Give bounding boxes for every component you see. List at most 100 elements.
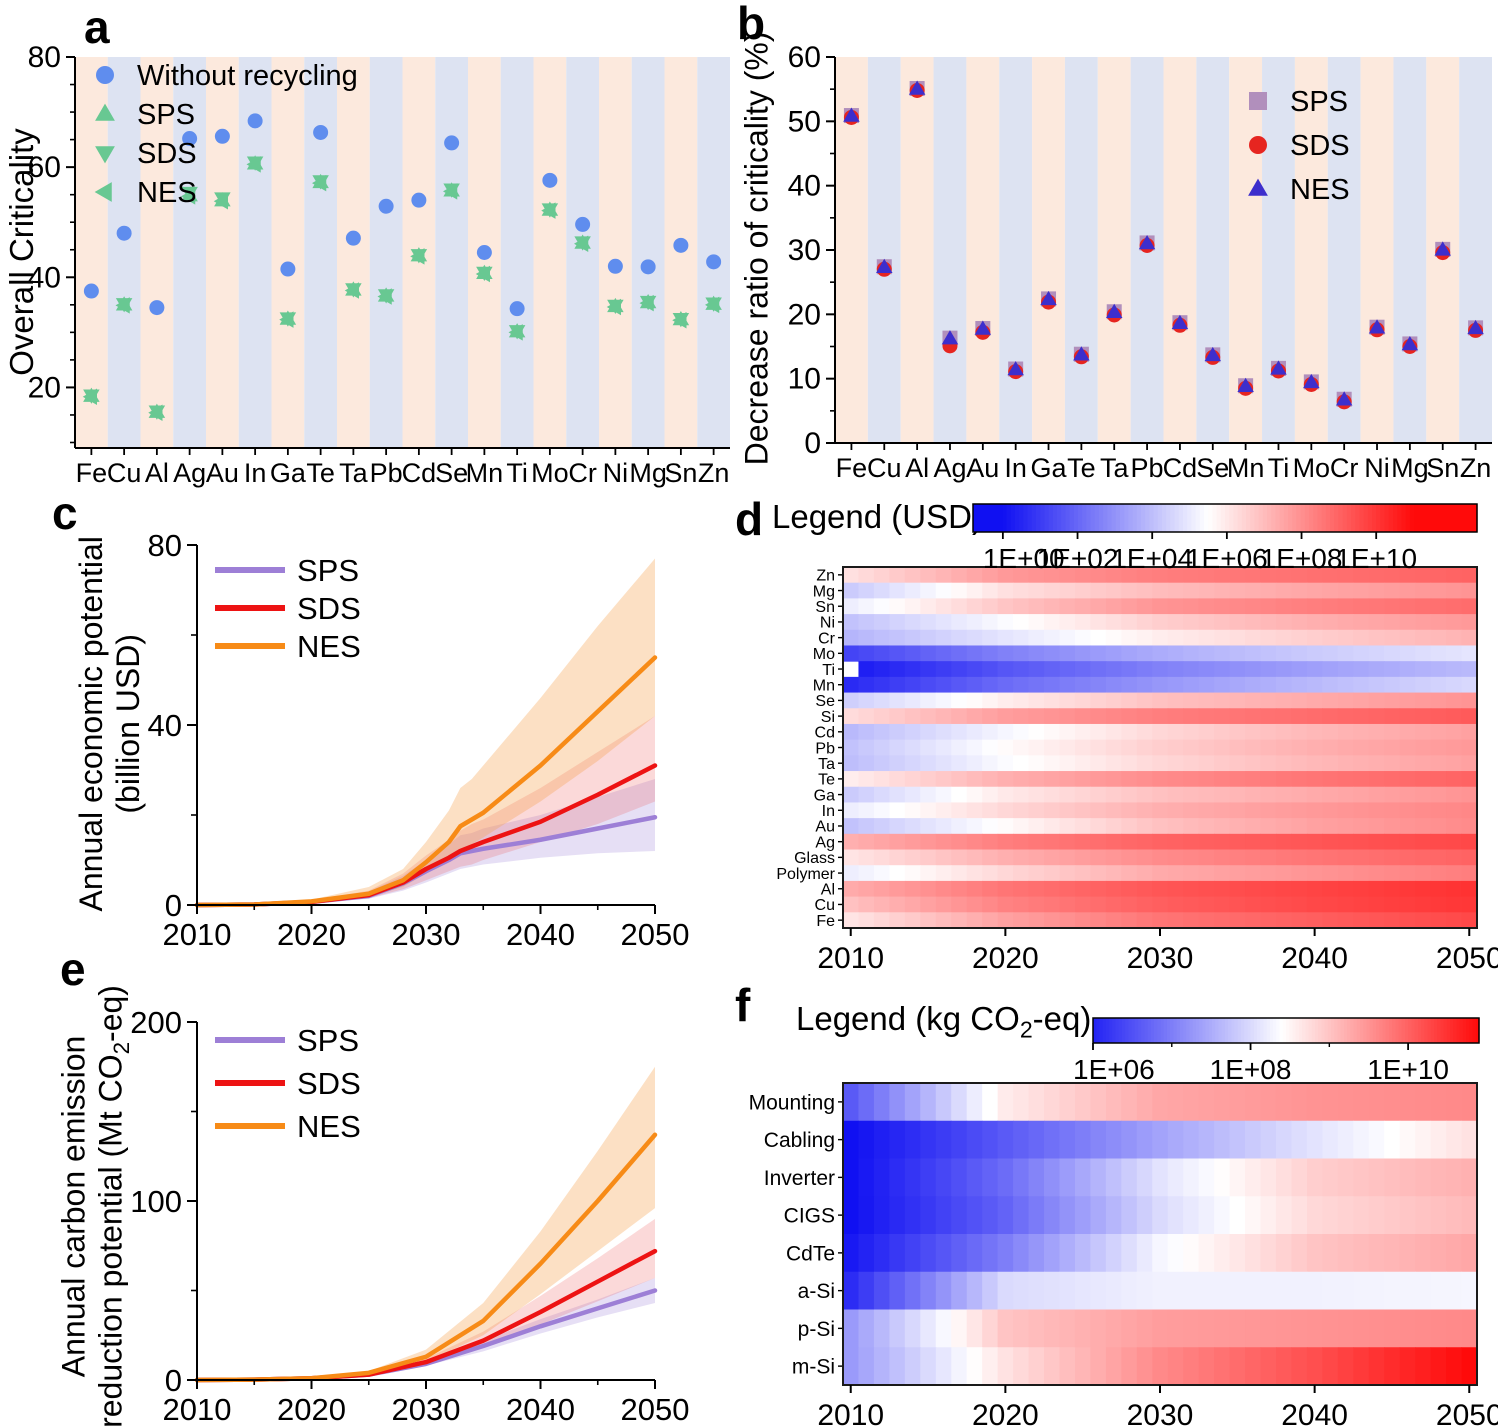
svg-text:Mg: Mg bbox=[1391, 453, 1429, 483]
svg-text:2050: 2050 bbox=[1436, 1399, 1498, 1426]
svg-text:2020: 2020 bbox=[972, 1399, 1039, 1426]
svg-text:20: 20 bbox=[28, 371, 61, 404]
svg-text:Ni: Ni bbox=[820, 615, 835, 632]
svg-text:Mo: Mo bbox=[1293, 453, 1331, 483]
svg-text:SPS: SPS bbox=[137, 99, 195, 131]
svg-text:Mo: Mo bbox=[531, 458, 569, 488]
svg-text:Cd: Cd bbox=[402, 458, 437, 488]
svg-text:Cabling: Cabling bbox=[764, 1129, 835, 1152]
svg-text:10: 10 bbox=[788, 363, 821, 396]
svg-text:SDS: SDS bbox=[297, 1066, 361, 1101]
svg-text:SPS: SPS bbox=[1290, 86, 1348, 118]
svg-text:Sn: Sn bbox=[815, 599, 835, 616]
svg-text:40: 40 bbox=[148, 708, 182, 743]
svg-text:Te: Te bbox=[1067, 453, 1096, 483]
svg-text:Cu: Cu bbox=[867, 453, 902, 483]
svg-text:2050: 2050 bbox=[621, 917, 690, 952]
svg-text:Au: Au bbox=[815, 819, 835, 836]
svg-text:2040: 2040 bbox=[1281, 942, 1348, 975]
svg-text:20: 20 bbox=[788, 298, 821, 331]
panel-d-title: Legend (USD) bbox=[772, 498, 983, 535]
svg-text:2030: 2030 bbox=[392, 917, 461, 952]
svg-text:Zn: Zn bbox=[1460, 453, 1492, 483]
svg-text:Mg: Mg bbox=[813, 583, 835, 600]
svg-text:Cu: Cu bbox=[107, 458, 142, 488]
svg-text:2030: 2030 bbox=[1127, 942, 1194, 975]
svg-text:1E+00: 1E+00 bbox=[983, 543, 1065, 574]
svg-text:In: In bbox=[244, 458, 267, 488]
svg-text:Fe: Fe bbox=[816, 913, 835, 930]
svg-text:Ag: Ag bbox=[815, 834, 835, 851]
svg-text:CdTe: CdTe bbox=[786, 1242, 835, 1265]
svg-text:Mn: Mn bbox=[466, 458, 504, 488]
svg-text:Ta: Ta bbox=[818, 756, 835, 773]
svg-text:1E+06: 1E+06 bbox=[1186, 543, 1268, 574]
svg-text:In: In bbox=[822, 803, 835, 820]
svg-text:SPS: SPS bbox=[297, 553, 359, 588]
svg-text:Mo: Mo bbox=[813, 646, 835, 663]
panel-a-letter: a bbox=[84, 1, 110, 53]
svg-text:30: 30 bbox=[788, 234, 821, 267]
svg-text:0: 0 bbox=[165, 888, 182, 923]
svg-text:Cr: Cr bbox=[1330, 453, 1359, 483]
svg-text:Pb: Pb bbox=[370, 458, 403, 488]
panel-e-letter: e bbox=[60, 943, 86, 995]
panel-d-heatmap: ZnMgSnNiCrMoTiMnSeSiCdPbTaTeGaInAuAgGlas… bbox=[776, 503, 1498, 975]
svg-text:1E+08: 1E+08 bbox=[1210, 1054, 1292, 1085]
svg-text:Se: Se bbox=[815, 693, 835, 710]
svg-text:Fe: Fe bbox=[836, 453, 868, 483]
svg-text:Glass: Glass bbox=[794, 850, 835, 867]
svg-text:Polymer: Polymer bbox=[776, 866, 835, 883]
svg-text:SPS: SPS bbox=[297, 1023, 359, 1058]
svg-text:1E+10: 1E+10 bbox=[1367, 1054, 1449, 1085]
svg-text:Cr: Cr bbox=[568, 458, 597, 488]
svg-text:Zn: Zn bbox=[816, 568, 835, 585]
svg-text:100: 100 bbox=[130, 1184, 182, 1219]
svg-text:2050: 2050 bbox=[621, 1392, 690, 1426]
panel-b-letter: b bbox=[737, 0, 766, 49]
svg-text:Cd: Cd bbox=[815, 725, 835, 742]
svg-text:Zn: Zn bbox=[698, 458, 730, 488]
svg-text:2040: 2040 bbox=[1281, 1399, 1348, 1426]
svg-text:Cr: Cr bbox=[818, 630, 836, 647]
svg-text:CIGS: CIGS bbox=[784, 1205, 835, 1228]
svg-text:Cd: Cd bbox=[1163, 453, 1198, 483]
svg-text:SDS: SDS bbox=[297, 591, 361, 626]
svg-text:2040: 2040 bbox=[506, 1392, 575, 1426]
svg-text:NES: NES bbox=[1290, 174, 1350, 206]
svg-text:SDS: SDS bbox=[1290, 130, 1350, 162]
svg-text:2010: 2010 bbox=[817, 1399, 884, 1426]
svg-text:Sn: Sn bbox=[664, 458, 697, 488]
svg-text:2050: 2050 bbox=[1436, 942, 1498, 975]
svg-text:m-Si: m-Si bbox=[792, 1356, 835, 1379]
svg-text:Au: Au bbox=[966, 453, 999, 483]
svg-text:2030: 2030 bbox=[392, 1392, 461, 1426]
svg-text:Pb: Pb bbox=[1131, 453, 1164, 483]
svg-text:1E+02: 1E+02 bbox=[1037, 543, 1119, 574]
svg-text:0: 0 bbox=[804, 427, 821, 460]
svg-text:2030: 2030 bbox=[1127, 1399, 1194, 1426]
svg-text:NES: NES bbox=[297, 629, 361, 664]
svg-text:Pb: Pb bbox=[815, 740, 835, 757]
panel-e-chart: 0 100 200 2010 2020 2030 2040 2050 SPS SDS NES bbox=[130, 1005, 690, 1426]
svg-text:Mn: Mn bbox=[1227, 453, 1265, 483]
svg-text:Ni: Ni bbox=[603, 458, 629, 488]
svg-text:NES: NES bbox=[297, 1109, 361, 1144]
svg-text:Ga: Ga bbox=[814, 787, 835, 804]
svg-text:Without recycling: Without recycling bbox=[137, 60, 358, 92]
svg-text:80: 80 bbox=[148, 528, 182, 563]
panel-d-letter: d bbox=[735, 493, 764, 545]
svg-text:2020: 2020 bbox=[972, 942, 1039, 975]
svg-text:2040: 2040 bbox=[506, 917, 575, 952]
svg-text:Ti: Ti bbox=[822, 662, 835, 679]
svg-text:Mg: Mg bbox=[629, 458, 667, 488]
svg-text:1E+04: 1E+04 bbox=[1111, 543, 1193, 574]
svg-text:Se: Se bbox=[1196, 453, 1229, 483]
svg-text:NES: NES bbox=[137, 177, 197, 209]
svg-text:200: 200 bbox=[130, 1005, 182, 1040]
svg-text:Ti: Ti bbox=[506, 458, 528, 488]
panel-f-letter: f bbox=[735, 979, 751, 1031]
